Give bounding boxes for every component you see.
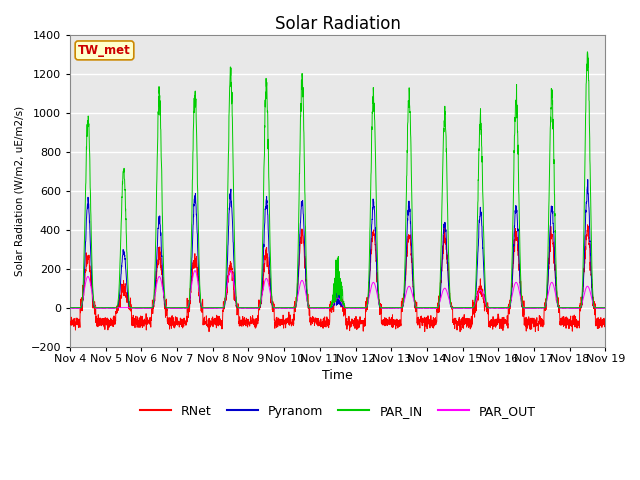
PAR_OUT	[534, 305, 541, 311]
PAR_OUT	[272, 305, 280, 311]
RNet	[602, 321, 609, 327]
PAR_OUT	[159, 289, 167, 295]
PAR_OUT	[602, 305, 609, 311]
X-axis label: Time: Time	[323, 369, 353, 382]
PAR_OUT	[134, 306, 141, 312]
Pyranom	[533, 305, 541, 311]
PAR_OUT	[127, 305, 135, 311]
RNet	[271, 321, 279, 326]
PAR_IN	[584, 49, 591, 55]
Pyranom	[67, 305, 74, 311]
PAR_IN	[533, 305, 541, 311]
PAR_IN	[127, 305, 135, 311]
RNet	[591, 302, 599, 308]
Pyranom	[271, 305, 279, 311]
PAR_IN	[271, 305, 279, 311]
PAR_IN	[294, 228, 302, 233]
RNet	[584, 222, 591, 228]
Line: Pyranom: Pyranom	[70, 180, 605, 308]
Pyranom	[159, 278, 167, 284]
Pyranom	[591, 305, 599, 311]
PAR_IN	[591, 305, 599, 311]
Pyranom	[294, 269, 302, 275]
PAR_OUT	[591, 305, 599, 311]
Line: RNet: RNet	[70, 225, 605, 332]
Pyranom	[584, 177, 591, 182]
Pyranom	[602, 305, 609, 311]
RNet	[127, 304, 135, 310]
RNet	[159, 284, 167, 290]
PAR_IN	[159, 244, 167, 250]
RNet	[67, 322, 74, 328]
Pyranom	[127, 305, 135, 311]
Text: TW_met: TW_met	[78, 44, 131, 57]
PAR_OUT	[191, 268, 199, 274]
PAR_OUT	[295, 287, 303, 293]
RNet	[456, 329, 464, 335]
PAR_IN	[602, 305, 609, 311]
RNet	[533, 323, 541, 328]
Y-axis label: Solar Radiation (W/m2, uE/m2/s): Solar Radiation (W/m2, uE/m2/s)	[15, 106, 25, 276]
Line: PAR_OUT: PAR_OUT	[70, 271, 605, 309]
Legend: RNet, Pyranom, PAR_IN, PAR_OUT: RNet, Pyranom, PAR_IN, PAR_OUT	[134, 400, 541, 423]
PAR_OUT	[67, 305, 74, 311]
Title: Solar Radiation: Solar Radiation	[275, 15, 401, 33]
PAR_IN	[67, 305, 74, 311]
RNet	[294, 274, 302, 279]
Line: PAR_IN: PAR_IN	[70, 52, 605, 308]
